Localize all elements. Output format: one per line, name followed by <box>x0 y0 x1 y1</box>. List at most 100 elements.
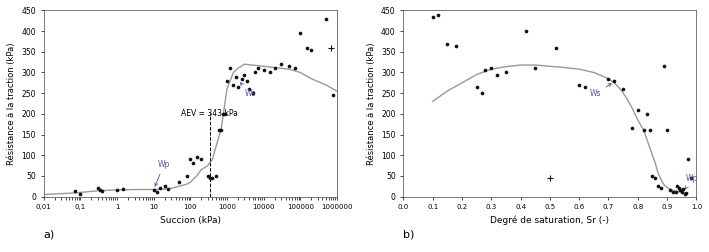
Text: a): a) <box>44 230 55 239</box>
Point <box>258 68 269 72</box>
Point <box>476 91 488 95</box>
Point <box>649 176 661 180</box>
Point <box>491 73 503 77</box>
Point <box>247 91 258 95</box>
Point <box>241 79 252 83</box>
Point <box>328 93 339 97</box>
Point <box>196 157 207 161</box>
Point <box>656 186 667 190</box>
Point <box>618 87 629 91</box>
Point <box>181 174 192 178</box>
Point <box>603 77 614 81</box>
Point <box>675 188 686 192</box>
Point <box>678 187 689 191</box>
Point <box>252 66 264 70</box>
Point <box>685 176 696 180</box>
Point <box>97 189 108 193</box>
Text: Wp: Wp <box>155 160 170 186</box>
Point <box>632 108 644 112</box>
Point <box>644 128 655 132</box>
Point <box>264 71 276 75</box>
Point <box>159 184 170 188</box>
Point <box>659 64 670 68</box>
Point <box>184 157 196 161</box>
Point <box>202 174 213 178</box>
Point <box>233 85 244 89</box>
Text: Wp: Wp <box>686 174 698 189</box>
Text: b): b) <box>403 230 415 239</box>
Point <box>92 186 104 190</box>
Point <box>442 42 453 46</box>
Point <box>530 66 541 70</box>
Point <box>205 176 216 180</box>
Point <box>486 66 497 70</box>
Point <box>250 71 261 75</box>
Point <box>224 66 235 70</box>
Point <box>579 85 591 89</box>
Text: AEV = 343 kPa: AEV = 343 kPa <box>181 109 238 118</box>
Point <box>269 66 280 70</box>
Point <box>320 17 332 21</box>
Point <box>228 83 239 87</box>
Point <box>647 174 658 178</box>
Point <box>501 71 512 75</box>
Point <box>213 128 225 132</box>
Point <box>661 128 673 132</box>
Point <box>236 77 247 81</box>
Point <box>306 48 317 52</box>
Point <box>325 46 337 50</box>
Y-axis label: Résistance à la traction (kPa): Résistance à la traction (kPa) <box>367 42 376 165</box>
Point <box>118 187 129 191</box>
Point <box>471 85 482 89</box>
Point <box>520 29 532 33</box>
Point <box>188 162 199 166</box>
Point <box>151 191 162 195</box>
Point <box>676 191 688 195</box>
Point <box>626 126 637 130</box>
Point <box>681 191 692 195</box>
Point <box>641 112 652 116</box>
Point <box>148 188 160 192</box>
Point <box>216 128 227 132</box>
Point <box>574 83 585 87</box>
Point <box>74 193 86 197</box>
Point <box>301 46 313 50</box>
Point <box>670 190 681 194</box>
Point <box>155 186 166 190</box>
Point <box>682 157 693 161</box>
Point <box>609 79 620 83</box>
Point <box>450 44 462 48</box>
Point <box>679 193 691 197</box>
X-axis label: Succion (kPa): Succion (kPa) <box>160 216 220 225</box>
Point <box>111 188 123 192</box>
Point <box>220 112 231 116</box>
Point <box>664 188 676 192</box>
Point <box>207 176 218 180</box>
Point <box>550 46 562 50</box>
Point <box>174 180 185 184</box>
X-axis label: Degré de saturation, Sr (-): Degré de saturation, Sr (-) <box>491 216 609 225</box>
Point <box>432 13 444 17</box>
Point <box>667 191 679 195</box>
Point <box>239 73 250 77</box>
Point <box>427 15 438 19</box>
Point <box>221 79 233 83</box>
Point <box>69 189 80 193</box>
Point <box>638 128 649 132</box>
Point <box>211 174 222 178</box>
Point <box>218 112 229 116</box>
Text: Ws: Ws <box>240 83 256 99</box>
Point <box>191 155 203 159</box>
Point <box>95 187 106 192</box>
Point <box>673 186 684 190</box>
Text: Ws: Ws <box>589 84 611 99</box>
Y-axis label: Résistance à la traction (kPa): Résistance à la traction (kPa) <box>7 42 16 165</box>
Point <box>294 31 306 35</box>
Point <box>545 176 556 180</box>
Point <box>284 64 295 68</box>
Point <box>162 187 174 191</box>
Point <box>480 68 491 72</box>
Point <box>653 184 664 188</box>
Point <box>230 75 242 79</box>
Point <box>275 62 286 66</box>
